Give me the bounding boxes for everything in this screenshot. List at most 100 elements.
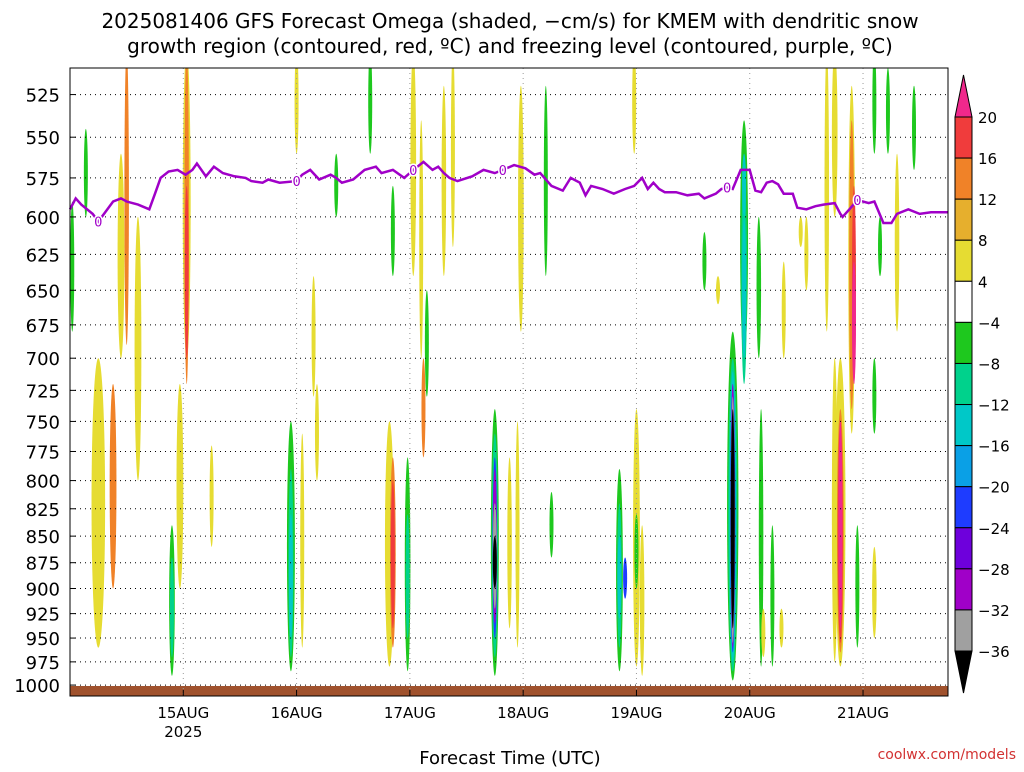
omega-blob-cyan	[288, 514, 293, 639]
freezing-level-label: 0	[292, 175, 300, 190]
freezing-level-label: 0	[723, 181, 731, 196]
x-tick-label: 15AUG	[157, 704, 209, 722]
omega-blob-green	[912, 85, 917, 170]
ground-surface	[70, 686, 948, 696]
omega-blob-yellow	[450, 68, 455, 247]
y-tick-label: 825	[26, 500, 60, 521]
y-tick-label: 900	[26, 580, 60, 601]
omega-blob-yellow	[781, 261, 786, 359]
omega-blob-teal	[169, 557, 174, 658]
omega-blob-green	[702, 232, 707, 291]
y-tick-label: 700	[26, 349, 60, 370]
y-tick-label: 550	[26, 128, 60, 149]
omega-blob-yellow	[761, 608, 766, 658]
y-tick-label: 775	[26, 442, 60, 463]
colorbar-label: −8	[978, 355, 1000, 373]
omega-blob-green	[424, 290, 429, 397]
omega-blob-cyan	[742, 153, 747, 217]
omega-blob-cyan	[617, 536, 622, 619]
omega-blob-black	[730, 409, 735, 629]
y-tick-label: 675	[26, 316, 60, 337]
omega-blob-green	[872, 358, 877, 434]
axes-layer: 525 550 575 600 625 650 675 700 725 750 775 800 825 8…	[14, 86, 889, 741]
colorbar-label: 16	[978, 150, 997, 168]
omega-blob-yellow	[314, 384, 319, 481]
omega-blob-green	[390, 185, 395, 277]
omega-blob-yellow	[831, 68, 838, 217]
title-line-1: 2025081406 GFS Forecast Omega (shaded, −…	[101, 9, 918, 33]
plot-layer	[70, 68, 948, 696]
colorbar-label: 20	[978, 109, 997, 127]
y-tick-label: 925	[26, 605, 60, 626]
y-tick-label: 950	[26, 629, 60, 650]
y-tick-label: 875	[26, 554, 60, 575]
y-tick-label: 975	[26, 653, 60, 674]
colorbar-swatch	[954, 527, 973, 570]
omega-blob-green	[885, 68, 890, 154]
omega-blob-yellow	[716, 276, 721, 305]
colorbar-bottom-triangle	[954, 650, 973, 694]
omega-blob-green	[770, 525, 775, 667]
y-tick-label: 575	[26, 169, 60, 190]
omega-blob-green	[368, 68, 373, 154]
omega-blob-yellow	[518, 85, 524, 332]
colorbar-label: −36	[978, 643, 1010, 661]
omega-blob-green	[756, 216, 762, 359]
omega-blob-yellow	[632, 68, 637, 154]
x-tick-label: 16AUG	[271, 704, 323, 722]
colorbar-label: −24	[978, 520, 1010, 538]
omega-blob-green	[634, 514, 639, 589]
omega-blob-green	[872, 68, 877, 154]
colorbar-swatch	[954, 445, 973, 488]
title-line-2: growth region (contoured, red, ºC) and f…	[127, 34, 893, 58]
colorbar-swatch	[954, 568, 973, 611]
omega-blob-yellow	[176, 384, 184, 589]
omega-blob-green	[855, 525, 860, 648]
omega-blob-yellow	[798, 216, 803, 247]
omega-blob-yellow	[779, 608, 784, 648]
omega-blob-yellow	[419, 120, 424, 359]
omega-blob-yellow	[507, 457, 512, 629]
omega-blob-yellow	[824, 68, 830, 332]
y-tick-label: 1000	[14, 676, 60, 697]
freezing-level-label: 0	[94, 216, 102, 231]
omega-blob-orange	[421, 358, 426, 458]
omega-blob-pink	[851, 261, 856, 385]
y-tick-label: 850	[26, 527, 60, 548]
x-axis-title: Forecast Time (UTC)	[419, 748, 600, 768]
omega-blob-yellow	[294, 68, 299, 154]
omega-blob-black	[492, 536, 497, 589]
omega-blob-yellow	[134, 216, 142, 481]
omega-blob-green	[70, 201, 75, 332]
freezing-level-line	[68, 160, 948, 225]
omega-blob-yellow	[872, 546, 877, 639]
x-tick-label: 20AUG	[724, 704, 776, 722]
y-tick-label: 600	[26, 208, 60, 229]
omega-blob-pink	[838, 421, 843, 629]
omega-blob-teal	[405, 514, 410, 639]
colorbar-swatch	[954, 198, 973, 241]
y-tick-label: 625	[26, 245, 60, 266]
plot-frame	[69, 67, 949, 697]
colorbar-label: −32	[978, 602, 1010, 620]
omega-blob-yellow	[515, 421, 520, 648]
colorbar-swatch	[954, 321, 973, 364]
omega-blob-green	[83, 128, 88, 217]
omega-blob-orange	[109, 384, 117, 589]
omega-blob-yellow	[209, 445, 214, 547]
x-tick-sublabel: 2025	[164, 723, 202, 741]
colorbar-swatch	[954, 486, 973, 529]
omega-blob-yellow	[91, 358, 106, 648]
omega-blob-green	[878, 216, 883, 277]
omega-blob-yellow	[804, 216, 809, 291]
omega-blob-yellow	[639, 525, 645, 676]
colorbar-swatch	[954, 239, 973, 282]
colorbar: 20 16 12 8 4 −4 −8 −12 −16 −20 −24 −28 −32 −36	[954, 74, 1010, 694]
colorbar-swatch	[954, 404, 973, 447]
omega-blob-green	[334, 153, 339, 217]
watermark: coolwx.com/models	[878, 747, 1016, 763]
freezing-level-label: 0	[499, 164, 507, 179]
colorbar-swatch	[954, 116, 973, 159]
